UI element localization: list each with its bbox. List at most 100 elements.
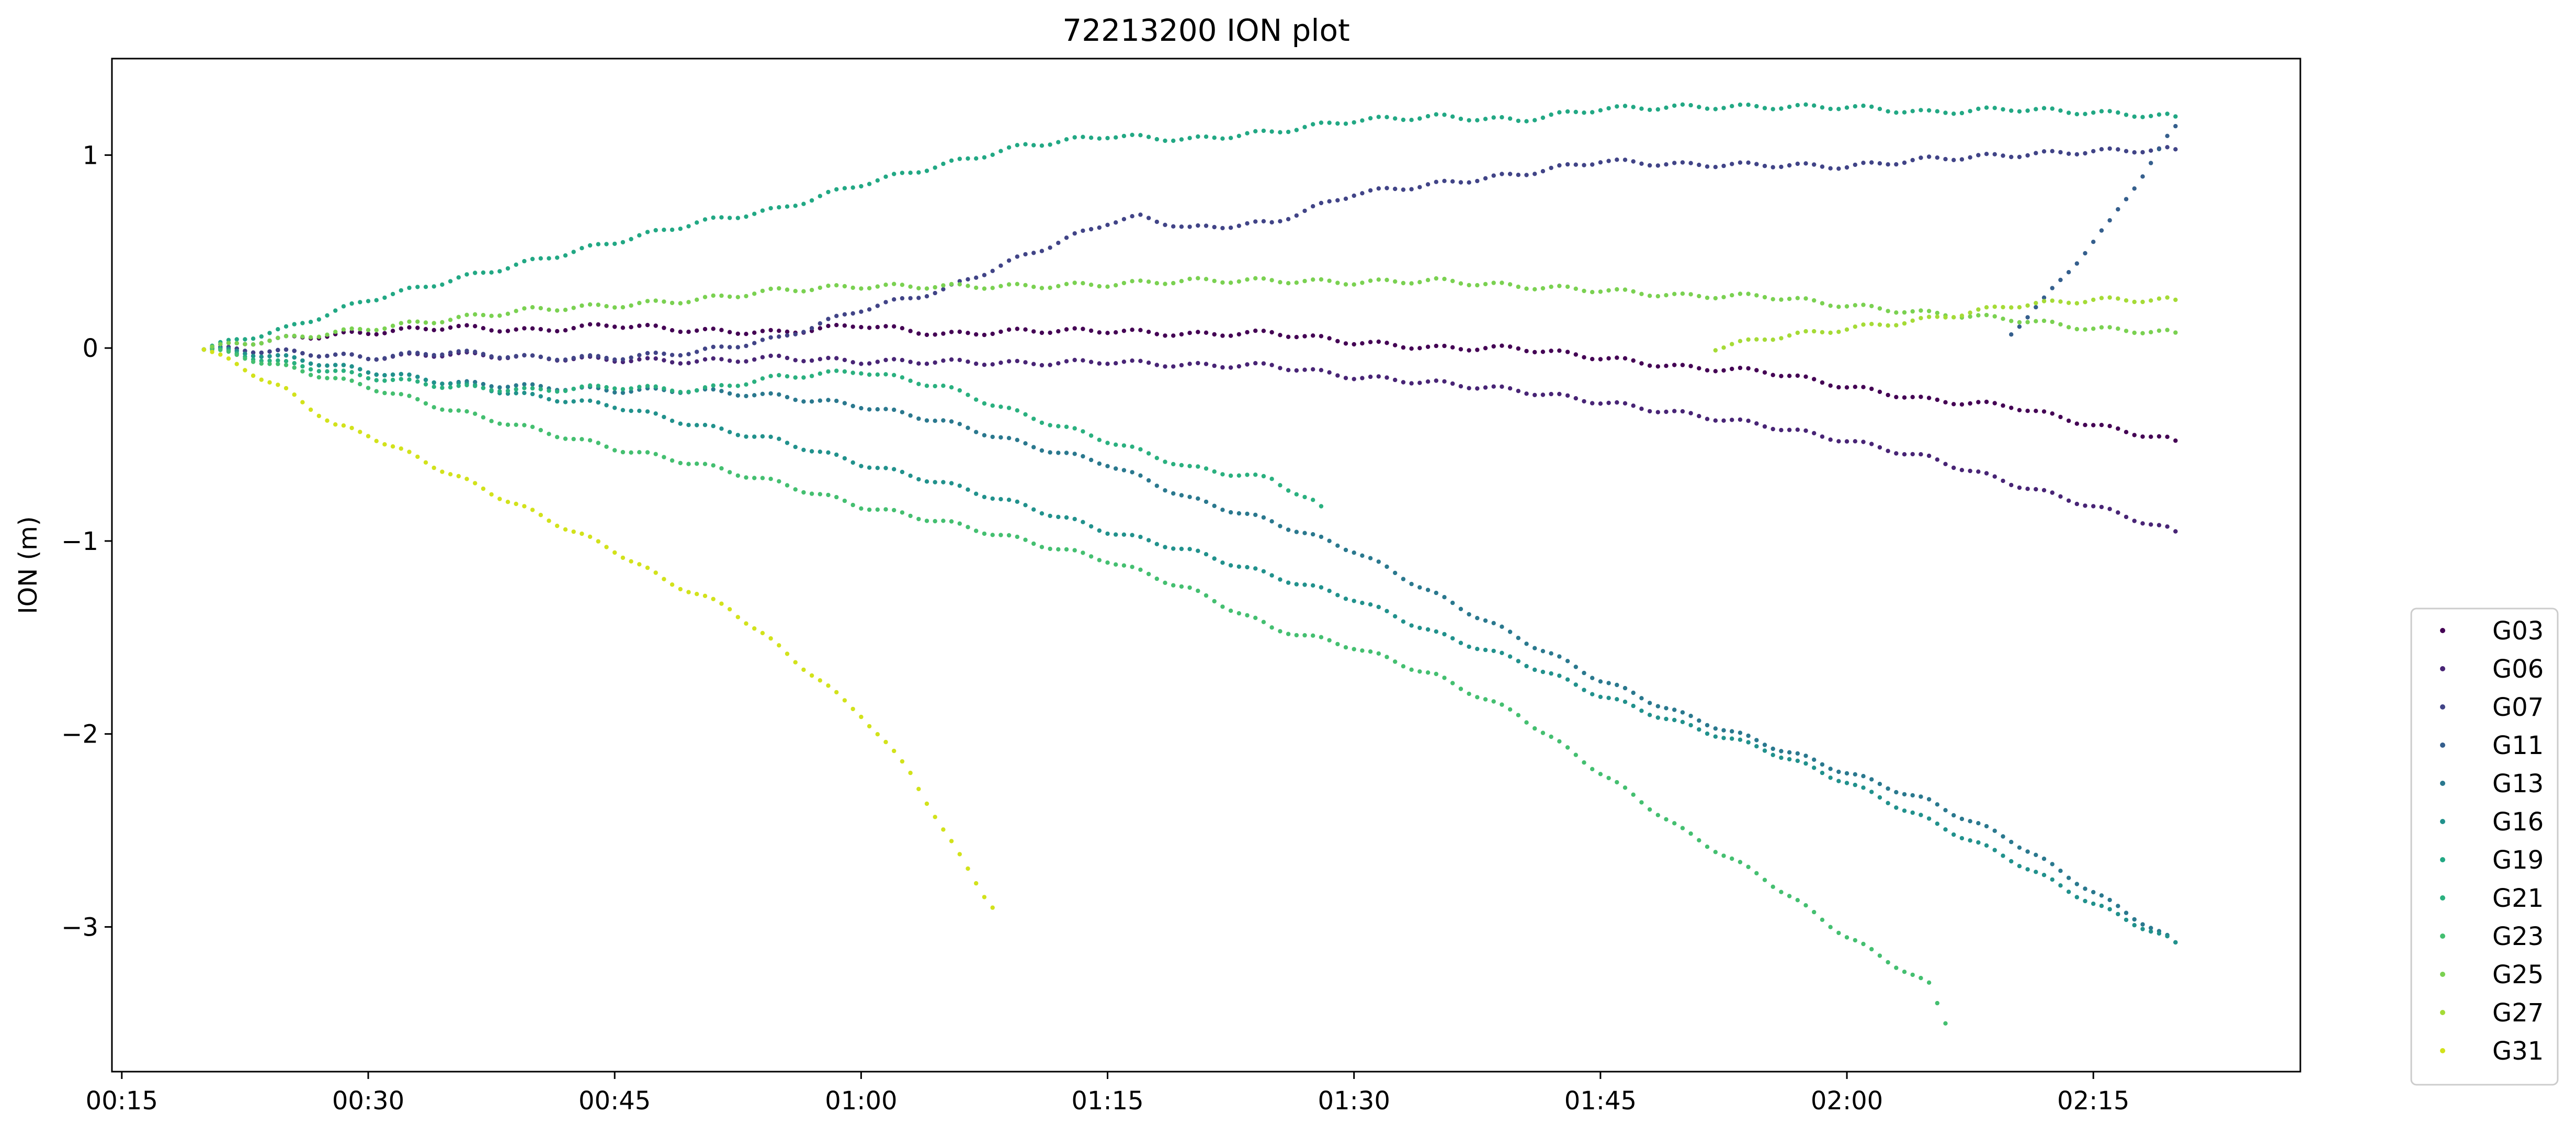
- data-point: [1196, 496, 1200, 501]
- data-point: [957, 521, 962, 526]
- data-point: [2107, 897, 2112, 903]
- data-point: [2025, 315, 2030, 320]
- data-point: [1655, 294, 1660, 299]
- data-point: [2017, 485, 2022, 490]
- legend-label: G19: [2492, 846, 2544, 875]
- data-point: [489, 313, 494, 318]
- data-point: [1302, 531, 1307, 535]
- data-point: [744, 382, 748, 387]
- data-point: [448, 408, 453, 413]
- data-point: [1968, 109, 1972, 114]
- data-point: [875, 303, 880, 308]
- data-point: [1393, 343, 1398, 347]
- data-point: [809, 399, 814, 404]
- data-point: [793, 445, 798, 449]
- data-point: [2116, 426, 2120, 431]
- data-point: [1779, 164, 1784, 170]
- data-point: [587, 534, 593, 539]
- data-point: [719, 466, 724, 471]
- data-point: [1121, 280, 1127, 286]
- data-point: [1401, 280, 1406, 286]
- data-point: [1549, 391, 1553, 397]
- data-point: [1368, 602, 1373, 607]
- data-point: [1631, 690, 1636, 695]
- data-point: [1631, 358, 1636, 363]
- data-point: [538, 513, 543, 518]
- data-point: [752, 434, 757, 439]
- data-point: [571, 399, 576, 404]
- data-point: [834, 313, 839, 318]
- data-point: [892, 373, 897, 377]
- data-point: [916, 296, 921, 300]
- data-point: [2157, 931, 2162, 936]
- data-point: [382, 331, 387, 335]
- data-point: [1483, 282, 1488, 287]
- data-point: [1853, 938, 1857, 943]
- data-point: [2041, 295, 2047, 300]
- y-tick-label: 0: [82, 334, 98, 363]
- data-point: [1533, 726, 1537, 731]
- data-point: [1615, 780, 1619, 785]
- data-point: [1302, 278, 1307, 284]
- data-point: [1705, 295, 1710, 300]
- data-point: [1450, 114, 1455, 119]
- data-point: [1984, 152, 1989, 156]
- data-point: [1762, 337, 1767, 342]
- data-point: [218, 347, 223, 352]
- data-point: [1721, 295, 1726, 299]
- data-point: [785, 204, 790, 209]
- data-point: [1639, 291, 1644, 296]
- data-point: [2091, 240, 2096, 244]
- data-point: [1828, 775, 1833, 780]
- data-point: [1713, 296, 1718, 301]
- data-point: [2116, 904, 2120, 908]
- data-point: [1655, 715, 1660, 720]
- data-point: [1179, 279, 1184, 284]
- data-point: [587, 383, 593, 388]
- data-point: [1467, 283, 1471, 288]
- data-point: [596, 441, 601, 445]
- data-point: [2124, 329, 2129, 333]
- data-point: [1507, 654, 1513, 659]
- data-point: [1647, 807, 1652, 812]
- data-point: [908, 296, 913, 301]
- data-point: [1467, 180, 1471, 185]
- data-point: [1154, 483, 1159, 488]
- data-point: [1220, 280, 1225, 285]
- data-point: [1730, 162, 1734, 166]
- data-point: [1787, 374, 1792, 378]
- data-point: [760, 376, 765, 381]
- data-point: [276, 383, 280, 387]
- data-point: [1450, 600, 1455, 605]
- data-point: [719, 426, 724, 431]
- data-point: [2091, 297, 2096, 302]
- data-point: [941, 283, 946, 288]
- data-point: [826, 323, 831, 329]
- data-point: [571, 356, 576, 361]
- data-point: [801, 447, 806, 452]
- data-point: [1204, 552, 1209, 557]
- data-point: [2017, 109, 2022, 114]
- data-point: [1779, 755, 1784, 760]
- data-point: [1820, 762, 1825, 767]
- data-point: [390, 329, 395, 333]
- data-point: [1179, 584, 1184, 589]
- data-point: [2083, 886, 2087, 891]
- data-point: [596, 400, 601, 405]
- data-point: [924, 168, 929, 173]
- data-point: [1713, 107, 1718, 111]
- data-point: [1902, 970, 1907, 974]
- data-point: [2066, 151, 2071, 156]
- data-point: [859, 362, 864, 366]
- data-point: [801, 201, 806, 206]
- data-point: [1458, 606, 1463, 612]
- data-point: [1820, 380, 1825, 385]
- data-point: [686, 462, 691, 466]
- data-point: [892, 508, 897, 513]
- data-point: [883, 372, 888, 377]
- data-point: [998, 361, 1003, 365]
- data-point: [1919, 813, 1923, 817]
- data-point: [1992, 828, 1997, 833]
- data-point: [735, 295, 741, 299]
- data-point: [2058, 108, 2063, 113]
